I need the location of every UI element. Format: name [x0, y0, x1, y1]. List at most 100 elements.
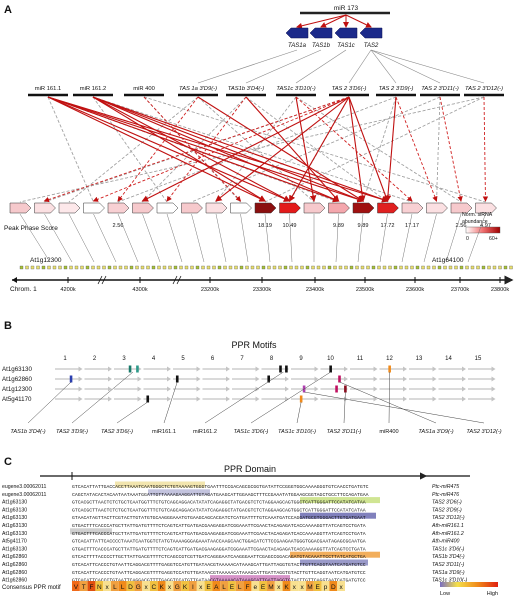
target-gene-arrow: [401, 202, 424, 214]
panel-b-label: B: [4, 320, 12, 332]
phase-score: 18.19: [258, 223, 272, 229]
tas-locus-label: TAS1c: [337, 43, 355, 49]
target-link-dashed: [142, 96, 247, 203]
target-site-marker: [267, 375, 270, 383]
consensus-cell: [298, 581, 306, 591]
gene-to-chrom-line: [93, 213, 117, 263]
motif-arrowhead: [373, 376, 378, 382]
target-site-highlight: [290, 551, 380, 558]
consensus-residue: T: [82, 584, 86, 591]
consensus-residue: I: [192, 584, 194, 591]
consensus-residue: D: [128, 584, 133, 591]
legend-high-label: High: [487, 591, 498, 597]
target-link-red-dashed: [166, 96, 247, 202]
ppr-target-label: TAS2 3'D11(-): [327, 429, 362, 435]
motif-arrowhead: [432, 366, 437, 372]
mir173-arrow: [320, 14, 347, 28]
chrom-feature: [124, 265, 128, 270]
motif-arrowhead: [167, 366, 171, 372]
chrom-feature: [399, 265, 403, 270]
target-gene-arrow: [377, 202, 399, 214]
small-rna-label: TAS 2 3'D12(-): [465, 86, 503, 92]
chrom-feature: [437, 265, 442, 270]
chrom-feature: [58, 265, 62, 270]
target-gene-arrow: [254, 202, 277, 214]
motif-arrowhead: [255, 366, 260, 372]
ppr-target-label: miR161.2: [193, 429, 217, 435]
motif-arrowhead: [226, 386, 230, 392]
chrom-tick-label: 23400k: [306, 287, 325, 293]
motif-arrowhead: [344, 376, 348, 382]
target-link-red: [92, 96, 291, 202]
tas-locus-label: TAS1a: [288, 43, 307, 49]
chrom-feature: [256, 265, 260, 270]
chrom-feature: [217, 265, 222, 270]
consensus-residue: E: [316, 584, 321, 591]
alignment-seq-id: At1g62860: [2, 578, 27, 584]
gene-label-left: At1g12300: [30, 257, 62, 264]
tas-locus-arrow: [359, 27, 383, 39]
norm-legend-max: 60+: [489, 236, 498, 242]
tas-locus-arrow: [334, 27, 358, 39]
chrom-feature: [25, 265, 29, 270]
consensus-residue: K: [284, 584, 289, 591]
target-connector: [116, 401, 148, 424]
ppr-target-label: miR400: [379, 429, 398, 435]
chrom-feature: [129, 265, 134, 270]
target-link-dashed: [295, 96, 462, 203]
target-link-red: [348, 96, 389, 203]
motif-arrowhead: [108, 386, 112, 392]
small-rna-label: TAS1b 3'D4(-): [228, 86, 265, 92]
chrom-feature: [96, 265, 101, 270]
motif-arrowhead: [432, 376, 437, 382]
chrom-feature: [168, 265, 172, 270]
ppr-gene-label: At1g12300: [2, 386, 32, 393]
alignment-sequence: GTCACATTATTGACCACCTTAAATCAATGGGCTCTGTAAA…: [72, 484, 369, 490]
motif-arrowhead: [462, 386, 466, 392]
target-link-red: [348, 96, 366, 203]
target-link-dashed: [117, 96, 397, 203]
target-site-highlight: [148, 489, 210, 496]
ppr-gene-label: At1g62860: [2, 376, 32, 383]
tas-derivation-line: [295, 49, 347, 84]
motif-arrowhead: [491, 396, 496, 402]
motif-arrowhead: [285, 386, 289, 392]
consensus-residue: e: [253, 584, 257, 591]
alignment-target-label: TAS1a 3'D9(-): [432, 570, 465, 576]
target-gene-arrow: [450, 202, 473, 214]
gene-to-chrom-line: [289, 213, 293, 263]
chrom-feature: [80, 265, 84, 270]
motif-arrowhead: [78, 386, 83, 392]
motif-arrowhead: [373, 366, 378, 372]
target-link-dashed: [143, 96, 486, 203]
chrom-feature: [294, 265, 299, 270]
chrom-feature: [162, 265, 167, 270]
target-link-red: [245, 96, 340, 202]
chrom-tick-label: 4300k: [132, 287, 147, 293]
gene-to-chrom-line: [445, 213, 462, 263]
panel-a-label: A: [4, 4, 12, 16]
alignment-seq-id: At1g63130: [2, 546, 27, 552]
chrom-feature: [470, 265, 475, 270]
small-rna-label: TAS1c 3'D10(-): [276, 86, 315, 92]
tas-derivation-line: [348, 49, 372, 84]
norm-legend-title: Norm. siRNA: [462, 212, 493, 218]
consensus-cell: [181, 581, 189, 591]
target-site-marker: [344, 385, 347, 393]
chrom-feature: [443, 265, 447, 270]
target-site-marker: [279, 365, 282, 373]
consensus-cell: [220, 581, 228, 591]
motif-arrowhead: [403, 386, 407, 392]
chrom-feature: [74, 265, 79, 270]
alignment-target-label: TAS2 3'D11(-): [432, 562, 464, 568]
alignment-target-label: Ptc-miR476: [432, 492, 459, 498]
chrom-feature: [498, 265, 502, 270]
chrom-tick-label: 23800k: [491, 287, 510, 293]
motif-arrowhead: [491, 386, 496, 392]
target-gene-arrow: [303, 202, 326, 214]
consensus-cell: [79, 581, 88, 591]
motif-arrowhead: [196, 386, 201, 392]
consensus-residue: x: [199, 584, 203, 591]
alignment-seq-id: At1g62860: [2, 562, 27, 568]
consensus-cell: [235, 581, 244, 591]
